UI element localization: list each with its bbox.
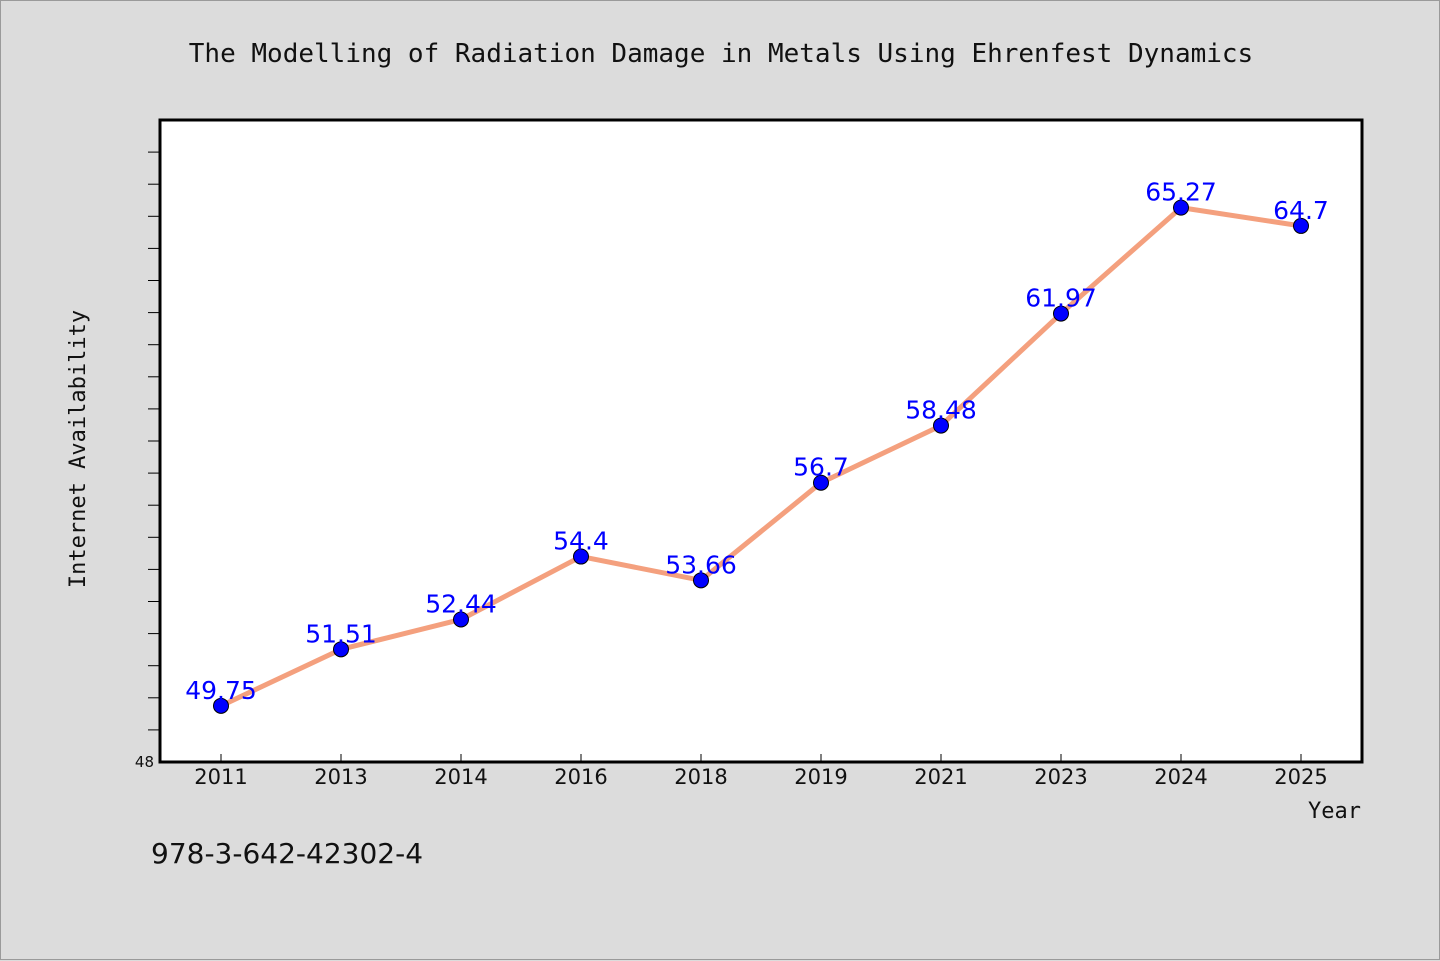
y-tick-label: 48: [135, 753, 154, 771]
x-axis-label: Year: [1308, 799, 1361, 824]
x-axis-ticks: 2011 2013 2014 2016 2018 2019 2021 2023 2024 2025: [194, 754, 1328, 789]
data-point: [333, 641, 349, 658]
data-point: [573, 548, 589, 565]
data-label: 64.7: [1273, 196, 1329, 225]
x-tick-label: 2018: [674, 765, 727, 789]
series-line-group: [218, 205, 1304, 709]
x-tick-label: 2025: [1274, 765, 1327, 789]
x-tick-label: 2023: [1034, 765, 1087, 789]
y-axis-label: Internet Availability: [66, 310, 91, 588]
data-label: 51.51: [305, 619, 377, 648]
data-label: 58.48: [905, 396, 977, 425]
x-tick-label: 2013: [314, 765, 367, 789]
data-point: [693, 572, 709, 589]
data-label: 49.75: [185, 676, 257, 705]
data-point: [1293, 217, 1309, 234]
data-label: 54.4: [553, 527, 609, 556]
plot-area: [158, 118, 1364, 764]
data-point: [213, 697, 229, 714]
y-axis-ticks: [148, 151, 160, 731]
x-tick-label: 2011: [194, 765, 247, 789]
chart-title: The Modelling of Radiation Damage in Met…: [189, 39, 1253, 69]
data-points: [213, 199, 1309, 714]
data-label: 61.97: [1025, 284, 1097, 313]
x-tick-label: 2014: [434, 765, 487, 789]
data-point: [1053, 305, 1069, 322]
data-labels: 49.75 51.51 52.44 54.4 53.66 56.7 58.48 61.97 65…: [185, 178, 1329, 705]
x-tick-label: 2016: [554, 765, 607, 789]
data-point: [1173, 199, 1189, 216]
x-tick-label: 2024: [1154, 765, 1207, 789]
data-point: [453, 611, 469, 628]
data-label: 52.44: [425, 589, 497, 618]
data-point: [933, 417, 949, 434]
x-tick-label: 2021: [914, 765, 967, 789]
data-point: [813, 474, 829, 491]
series-line: [218, 205, 1304, 709]
data-label: 53.66: [665, 550, 737, 579]
data-label: 65.27: [1145, 178, 1217, 207]
x-tick-label: 2019: [794, 765, 847, 789]
isbn-text: 978-3-642-42302-4: [151, 837, 423, 870]
data-label: 56.7: [793, 453, 849, 482]
